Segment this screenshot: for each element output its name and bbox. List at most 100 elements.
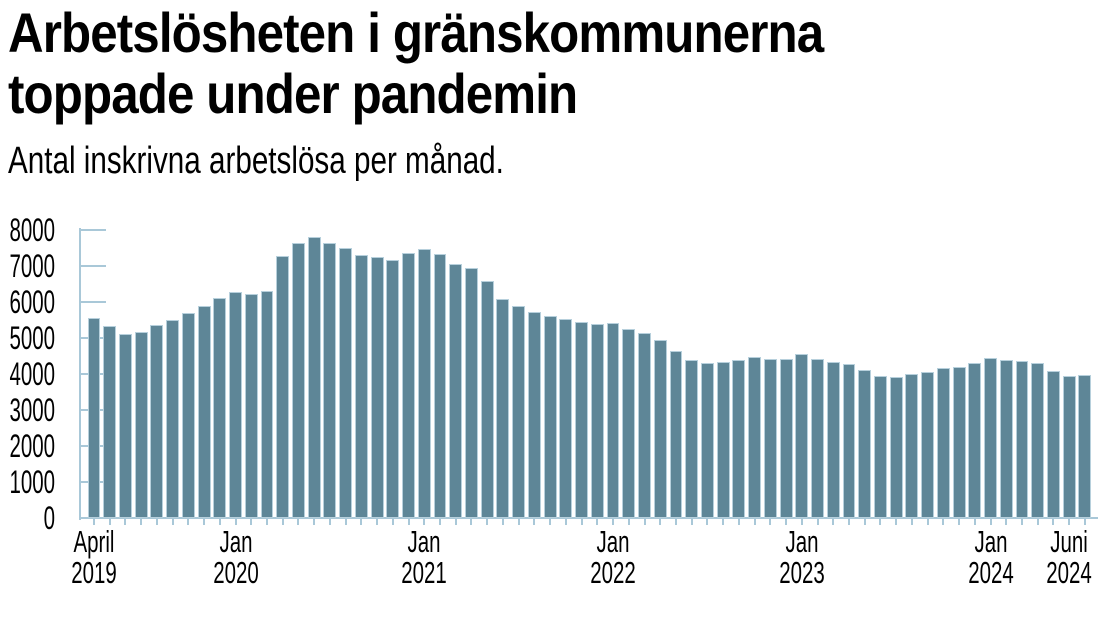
bar: [118, 334, 132, 518]
x-axis-tick: [659, 519, 662, 525]
y-axis-tick-label: 0: [43, 500, 55, 536]
x-axis-tick: [627, 519, 630, 525]
x-axis-tick: [910, 519, 913, 525]
bar: [716, 362, 730, 518]
x-axis-month-label: Jan: [974, 524, 1008, 559]
x-axis-month-label: Jan: [219, 524, 253, 559]
x-axis-tick: [1036, 519, 1039, 525]
x-axis-tick: [376, 519, 379, 525]
x-axis-tick: [674, 519, 677, 525]
bar: [244, 294, 258, 518]
x-axis-tick: [769, 519, 772, 525]
x-axis-year-label: 2022: [590, 555, 636, 590]
x-axis-tick: [973, 519, 976, 525]
bar: [87, 318, 101, 518]
x-axis-tick: [501, 519, 504, 525]
bar: [197, 305, 211, 518]
bar: [842, 364, 856, 518]
bar: [339, 247, 353, 518]
x-axis-tick: [737, 519, 740, 525]
x-axis-tick: [344, 519, 347, 525]
bar: [496, 298, 510, 518]
bar: [653, 340, 667, 518]
x-axis-tick: [800, 519, 803, 525]
bar: [433, 254, 447, 518]
bar: [260, 290, 274, 518]
bar: [527, 312, 541, 518]
x-axis-month-label: Jan: [596, 524, 630, 559]
x-axis-tick: [517, 519, 520, 525]
y-axis-tick-label: 1000: [9, 464, 55, 500]
bar: [1031, 362, 1045, 518]
x-axis-tick: [549, 519, 552, 525]
bar: [984, 358, 997, 518]
bar: [748, 357, 762, 518]
x-axis-month-label: Jan: [785, 524, 819, 559]
x-axis-tick: [690, 519, 693, 525]
x-axis-year-label: 2024: [1046, 555, 1092, 590]
x-axis-tick: [281, 519, 284, 525]
y-axis-tick-label: 6000: [9, 284, 55, 320]
bar: [952, 366, 966, 518]
x-axis-tick: [203, 519, 206, 525]
x-axis-tick: [879, 519, 882, 525]
x-axis-tick: [486, 519, 489, 525]
y-axis-tick-label: 8000: [9, 212, 55, 248]
x-axis-tick: [1021, 519, 1024, 525]
bar: [543, 316, 557, 518]
bar: [512, 305, 526, 518]
x-axis-tick: [155, 519, 158, 525]
bar: [354, 254, 368, 518]
x-axis-tick: [391, 519, 394, 525]
bar: [1015, 361, 1029, 518]
chart-title: Arbetslösheten i gränskommunerna toppade …: [8, 1, 824, 124]
bar: [874, 376, 887, 518]
y-gridline-stub: [79, 229, 106, 231]
bar: [323, 242, 337, 518]
bar: [590, 324, 604, 518]
x-axis-tick: [297, 519, 300, 525]
x-axis-tick: [423, 519, 426, 525]
x-axis-tick: [250, 519, 253, 525]
chart-title-line1: Arbetslösheten i gränskommunerna: [8, 1, 824, 64]
bar: [480, 280, 494, 518]
x-axis-tick: [832, 519, 835, 525]
x-axis-tick: [1052, 519, 1055, 525]
x-axis-tick: [753, 519, 756, 525]
x-axis-tick: [816, 519, 819, 525]
x-axis-year-label: 2019: [71, 555, 117, 590]
bar: [811, 358, 824, 518]
bar: [921, 371, 935, 518]
bar: [1078, 375, 1092, 518]
x-axis-tick: [1005, 519, 1008, 525]
x-axis-tick: [234, 519, 237, 525]
bar: [370, 256, 384, 518]
bar: [559, 319, 573, 518]
bar: [936, 367, 950, 518]
x-axis-tick: [722, 519, 725, 525]
x-axis-month-label: Jan: [407, 524, 441, 559]
x-axis-month-label: Juni: [1050, 524, 1088, 559]
bar: [134, 332, 148, 518]
bar: [779, 358, 793, 518]
y-axis-tick-label: 5000: [9, 320, 55, 356]
bar: [905, 374, 919, 518]
y-gridline-stub: [79, 301, 106, 303]
chart-subtitle: Antal inskrivna arbetslösa per månad.: [8, 140, 504, 182]
x-axis-tick: [470, 519, 473, 525]
x-axis-tick: [643, 519, 646, 525]
bar: [402, 253, 415, 518]
bar: [386, 259, 400, 518]
x-axis-tick: [171, 519, 174, 525]
bar: [181, 313, 195, 518]
bar: [999, 359, 1013, 518]
x-axis-year-label: 2020: [212, 555, 259, 590]
bar: [276, 255, 290, 518]
x-axis-line: [79, 517, 1098, 519]
y-axis-tick-label: 7000: [9, 248, 55, 284]
bar: [889, 376, 903, 518]
bar: [622, 329, 636, 518]
x-axis-tick: [926, 519, 929, 525]
